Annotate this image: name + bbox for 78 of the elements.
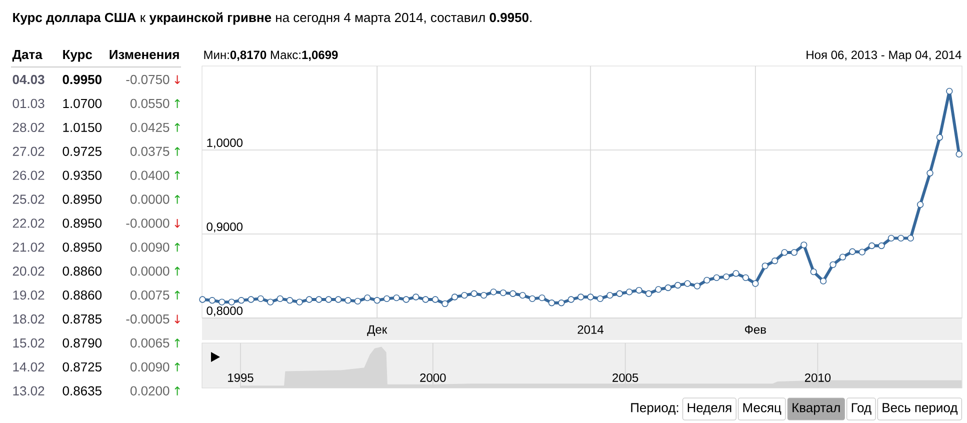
text: 0.8860 xyxy=(62,266,102,276)
text: 0.0425 xyxy=(130,122,170,132)
y-tick-label: 0,8000 xyxy=(206,306,243,316)
text: 26.02 xyxy=(12,170,44,180)
text: ↑ xyxy=(174,123,180,132)
x-tick-label: Фев xyxy=(745,325,766,334)
text: 0.8950 xyxy=(62,194,102,204)
text: 0.8860 xyxy=(62,290,102,300)
text: 27.02 xyxy=(12,146,44,156)
text: 19.02 xyxy=(13,290,44,300)
text: ↑ xyxy=(174,386,180,396)
text: ↑ xyxy=(174,290,180,300)
text: Год xyxy=(852,403,872,415)
text: Весь период xyxy=(882,403,958,415)
text: -0.0000 xyxy=(126,218,170,228)
x-tick-label: 2000 xyxy=(420,373,446,382)
text: Дата xyxy=(12,50,42,62)
text: 18.02 xyxy=(13,314,44,324)
text: 0.8635 xyxy=(62,386,102,396)
chart-subtitle: Мин:0,8170 Макс:1,0699 xyxy=(204,50,338,61)
text: 0.0090 xyxy=(130,362,170,372)
x-tick-label: Дек xyxy=(367,325,388,336)
text: 0.0000 xyxy=(130,266,170,276)
text: 0.8785 xyxy=(62,314,102,324)
text: ↓ xyxy=(174,314,180,324)
x-tick-label: 2010 xyxy=(804,373,831,382)
text: 0.8950 xyxy=(62,218,102,228)
x-tick-label: 2005 xyxy=(612,373,638,382)
y-tick-label: 0,9000 xyxy=(206,222,243,232)
text: 14.02 xyxy=(13,362,44,372)
text: 0.8790 xyxy=(62,338,102,348)
text: 01.03 xyxy=(12,98,44,108)
text: 13.02 xyxy=(13,386,44,396)
y-tick-label: 1,0000 xyxy=(207,138,243,148)
text: 0.0375 xyxy=(130,146,170,156)
text: ↓ xyxy=(174,218,180,228)
text: 0.8950 xyxy=(62,242,102,252)
x-tick-label: 1995 xyxy=(228,373,254,382)
text: Месяц xyxy=(743,403,782,415)
text: Квартал xyxy=(792,403,840,415)
text: ↑ xyxy=(174,194,180,204)
text: Изменения xyxy=(110,50,179,60)
text: Ноя 06, 2013 - Мар 04, 2014 xyxy=(806,50,962,62)
text: 15.02 xyxy=(13,338,44,348)
text: 0.0075 xyxy=(130,290,170,300)
text: 0.9350 xyxy=(62,170,102,180)
text: -0.0750 xyxy=(126,74,170,84)
text: ↑ xyxy=(174,266,180,276)
text: 25.02 xyxy=(12,194,44,204)
text: ↑ xyxy=(174,147,180,156)
text: -0.0005 xyxy=(126,314,170,324)
text: 22.02 xyxy=(12,218,44,228)
text: ↑ xyxy=(174,171,180,180)
text: ↑ xyxy=(174,242,180,252)
text: Неделя xyxy=(688,403,732,415)
text: 0.8725 xyxy=(62,362,102,372)
text: 1.0700 xyxy=(63,98,102,108)
text: 0.0065 xyxy=(130,338,170,348)
text: 0.9950 xyxy=(62,74,102,84)
text: 0.0000 xyxy=(130,194,170,204)
x-tick-label: 2014 xyxy=(578,325,604,334)
text: ↑ xyxy=(174,99,180,108)
text: Курс xyxy=(63,50,92,62)
text: Курс доллара США к украинской гривне на сегодня 4 марта 2014, составил 0.9950. xyxy=(13,12,532,25)
text: 0.0400 xyxy=(130,170,170,180)
text: 0.9725 xyxy=(62,146,102,156)
text: 0.0550 xyxy=(130,98,170,108)
text: 04.03 xyxy=(12,74,44,84)
text: 0.0200 xyxy=(130,386,170,396)
text: Период: xyxy=(631,403,678,415)
text: 0.0090 xyxy=(130,242,170,252)
text: ↑ xyxy=(174,338,180,348)
text: 20.02 xyxy=(12,266,44,276)
text: ↓ xyxy=(174,75,180,84)
text: 1.0150 xyxy=(63,122,102,132)
text: 21.02 xyxy=(12,242,44,252)
text: 28.02 xyxy=(12,122,44,132)
text: ↑ xyxy=(174,362,180,372)
